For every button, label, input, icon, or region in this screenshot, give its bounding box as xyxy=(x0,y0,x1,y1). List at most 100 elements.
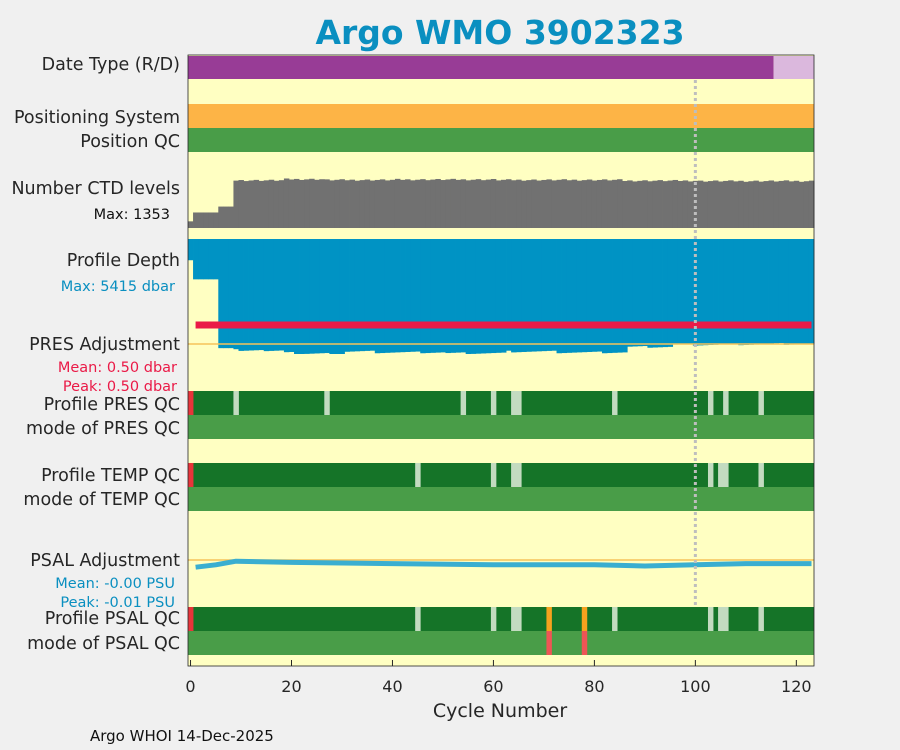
ctd-bar xyxy=(632,181,638,228)
depth-bar xyxy=(400,239,406,353)
ctd-bar xyxy=(808,180,815,228)
profile-pres-qc-light-cell xyxy=(612,391,618,415)
ctd-bar xyxy=(263,180,270,228)
depth-bar xyxy=(622,239,628,353)
profile-psal-qc-light-cell xyxy=(490,607,497,631)
profile-temp-qc-light-cell xyxy=(511,463,517,487)
ctd-bar xyxy=(622,180,628,228)
ctd-bar xyxy=(243,181,249,228)
depth-bar xyxy=(233,239,239,350)
ctd-bar xyxy=(273,180,280,228)
ctd-bar xyxy=(450,178,456,228)
profile-pres-qc-red-cell xyxy=(188,391,194,415)
depth-bar xyxy=(288,239,295,352)
depth-bar xyxy=(506,239,512,351)
ctd-bar xyxy=(495,180,502,228)
label-mode-pres-qc: mode of PRES QC xyxy=(26,419,180,439)
ctd-bar xyxy=(738,180,744,228)
profile-psal-qc-orange-cell xyxy=(546,607,552,631)
ctd-bar xyxy=(581,180,588,228)
label-ctd-levels: Number CTD levels xyxy=(11,179,180,199)
depth-bar xyxy=(758,239,764,345)
ctd-bar xyxy=(490,178,497,228)
mode-psal-qc-base xyxy=(188,631,814,655)
label-psal-mean: Mean: -0.00 PSU xyxy=(55,576,175,592)
ctd-bar xyxy=(309,178,315,228)
label-profile-temp-qc: Profile TEMP QC xyxy=(41,466,180,486)
depth-bar xyxy=(495,239,502,353)
label-position-qc: Position QC xyxy=(80,132,180,152)
ctd-bar xyxy=(394,178,401,228)
depth-bar xyxy=(369,239,376,351)
depth-bar xyxy=(334,239,340,354)
depth-bar xyxy=(349,239,355,352)
ctd-bar xyxy=(480,180,487,228)
depth-bar xyxy=(637,239,643,347)
depth-bar xyxy=(440,239,446,353)
ctd-bar xyxy=(364,179,371,228)
depth-bar xyxy=(521,239,527,352)
ctd-bar xyxy=(612,179,618,228)
depth-bar xyxy=(359,239,366,352)
ctd-bar xyxy=(405,179,411,228)
ctd-bar xyxy=(541,179,547,228)
ctd-bar xyxy=(652,180,658,228)
profile-pres-qc-light-cell xyxy=(460,391,467,415)
ctd-bar xyxy=(672,179,679,228)
profile-depth-bars xyxy=(188,239,815,354)
profile-pres-qc-light-cell xyxy=(324,391,330,415)
ctd-bar xyxy=(531,179,537,228)
depth-bar xyxy=(344,239,350,352)
depth-bar xyxy=(384,239,391,353)
x-tick-label: 120 xyxy=(781,677,812,696)
depth-bar xyxy=(410,239,416,352)
profile-temp-qc-light-cell xyxy=(490,463,497,487)
ctd-bar xyxy=(430,179,436,228)
depth-bar xyxy=(405,239,411,352)
depth-bar xyxy=(394,239,401,353)
depth-bar xyxy=(546,239,552,351)
profile-temp-qc-light-cell xyxy=(718,463,724,487)
ctd-bar xyxy=(410,180,416,228)
ctd-bar xyxy=(536,180,542,228)
label-pres-mean: Mean: 0.50 dbar xyxy=(58,360,177,376)
depth-bar xyxy=(662,239,668,348)
depth-bar xyxy=(309,239,315,354)
ctd-bar xyxy=(359,180,366,228)
depth-bar xyxy=(223,239,229,349)
depth-bar xyxy=(531,239,537,352)
ctd-bar xyxy=(571,179,578,228)
x-tick-label: 60 xyxy=(483,677,503,696)
profile-pres-qc-light-cell xyxy=(723,391,729,415)
ctd-bar xyxy=(516,179,522,228)
ctd-bar xyxy=(677,180,684,228)
ctd-bar xyxy=(506,179,512,228)
depth-bar xyxy=(647,239,653,348)
ctd-bar xyxy=(697,180,704,228)
ctd-bar xyxy=(768,180,775,228)
depth-bar xyxy=(319,239,325,354)
ctd-bar xyxy=(278,180,285,228)
ctd-bar xyxy=(596,179,603,228)
profile-pres-qc-light-cell xyxy=(511,391,517,415)
ctd-bar xyxy=(460,179,467,228)
ctd-bar xyxy=(304,179,310,228)
ctd-bar xyxy=(485,179,492,228)
depth-bar xyxy=(490,239,497,354)
profile-temp-qc-light-cell xyxy=(723,463,729,487)
depth-bar xyxy=(713,239,719,345)
date-type-row xyxy=(188,56,814,79)
depth-bar xyxy=(516,239,522,353)
label-psal-peak: Peak: -0.01 PSU xyxy=(60,595,175,611)
depth-bar xyxy=(652,239,658,348)
depth-bar xyxy=(475,239,482,354)
depth-bar xyxy=(526,239,532,352)
pres-qc-rows xyxy=(188,391,814,439)
ctd-bar xyxy=(319,179,325,228)
ctd-bar xyxy=(445,179,451,228)
ctd-bar xyxy=(193,212,199,228)
label-ctd-max: Max: 1353 xyxy=(94,207,170,223)
profile-psal-qc-light-cell xyxy=(511,607,517,631)
row-labels: Date Type (R/D) Positioning System Posit… xyxy=(11,55,180,654)
psal-adjustment-line xyxy=(195,558,812,570)
